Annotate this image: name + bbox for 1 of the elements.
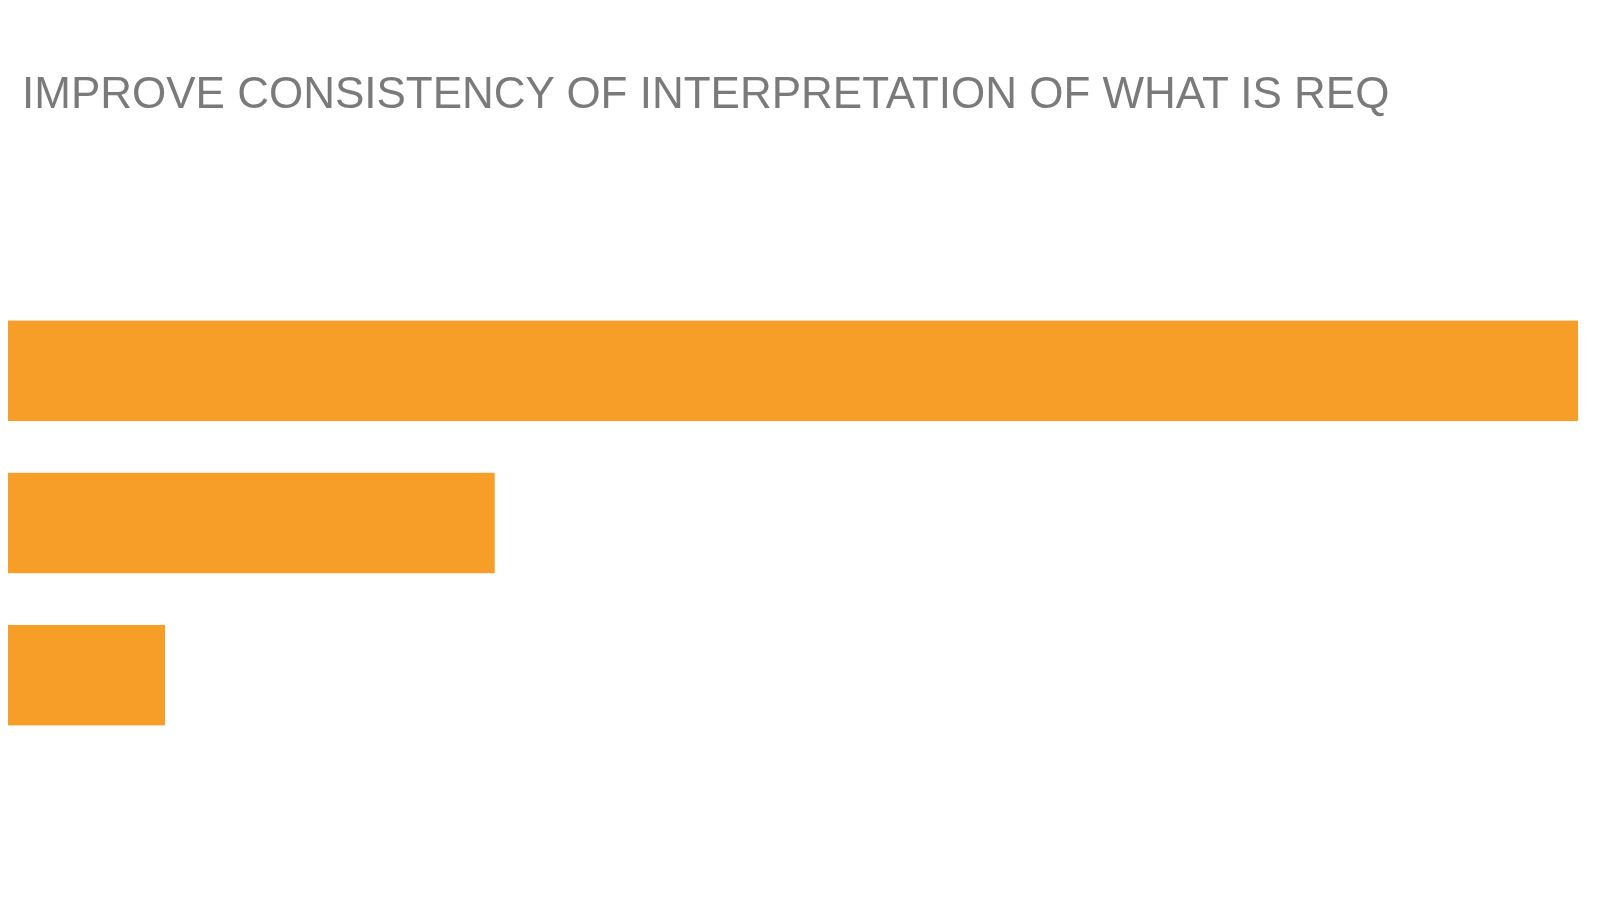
chart-title: IMPROVE CONSISTENCY OF INTERPRETATION OF WHAT IS REQ xyxy=(22,68,1390,117)
